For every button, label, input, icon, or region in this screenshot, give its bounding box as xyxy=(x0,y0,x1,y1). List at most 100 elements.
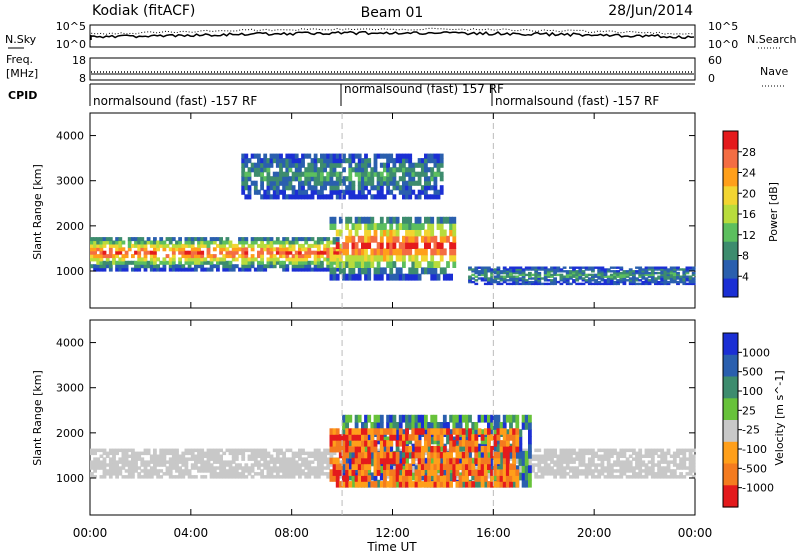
data-cell xyxy=(364,242,368,249)
data-cell xyxy=(187,475,192,479)
data-cell xyxy=(483,273,488,277)
data-cell xyxy=(528,472,532,481)
data-cell xyxy=(225,472,230,476)
colorbar-tick-label: 4 xyxy=(742,270,749,283)
data-cell xyxy=(162,460,167,464)
data-cell xyxy=(597,282,602,286)
data-cell xyxy=(294,267,299,272)
data-cell xyxy=(231,457,236,461)
data-cell xyxy=(424,229,428,237)
data-cell xyxy=(446,481,450,488)
data-cell xyxy=(411,466,416,470)
data-cell xyxy=(417,422,422,430)
data-cell xyxy=(644,268,649,271)
data-cell xyxy=(543,457,548,461)
data-cell xyxy=(285,171,290,177)
data-cell xyxy=(439,171,444,177)
data-cell xyxy=(146,469,151,473)
data-cell xyxy=(562,469,567,473)
data-cell xyxy=(509,434,513,441)
data-cell xyxy=(594,475,598,479)
data-cell xyxy=(298,194,302,200)
colorbar-tick-label: 28 xyxy=(742,146,756,159)
data-cell xyxy=(499,458,504,466)
data-cell xyxy=(386,481,390,488)
data-cell xyxy=(316,457,321,461)
data-cell xyxy=(562,275,567,278)
data-cell xyxy=(594,266,598,269)
data-cell xyxy=(146,250,151,255)
data-cell xyxy=(335,257,340,262)
data-cell xyxy=(594,279,598,282)
data-cell xyxy=(357,158,362,164)
data-cell xyxy=(165,448,170,453)
data-cell xyxy=(250,457,255,461)
data-cell xyxy=(118,257,123,262)
colorbar-swatch xyxy=(723,260,738,279)
data-cell xyxy=(203,463,208,467)
data-cell xyxy=(298,167,302,173)
data-cell xyxy=(250,260,255,265)
data-cell xyxy=(471,434,476,441)
data-cell xyxy=(370,428,375,435)
data-cell xyxy=(364,475,368,482)
data-cell xyxy=(433,463,438,470)
data-cell xyxy=(424,171,428,177)
data-cell xyxy=(364,443,368,452)
data-cell xyxy=(326,176,331,182)
data-cell xyxy=(96,254,101,259)
data-cell xyxy=(505,279,510,282)
data-cell xyxy=(591,268,595,271)
data-cell xyxy=(323,167,327,173)
data-cell xyxy=(329,248,334,256)
data-cell xyxy=(379,194,384,200)
data-cell xyxy=(477,270,482,273)
data-cell xyxy=(455,451,460,459)
data-cell xyxy=(436,158,441,164)
data-cell xyxy=(212,469,217,473)
data-cell xyxy=(250,243,255,248)
data-cell xyxy=(650,460,655,464)
data-cell xyxy=(320,240,324,245)
data-cell xyxy=(660,268,665,271)
data-cell xyxy=(357,267,362,275)
data-cell xyxy=(622,273,627,277)
data-cell xyxy=(105,237,110,242)
data-cell xyxy=(171,264,176,269)
data-cell xyxy=(105,260,110,265)
data-cell xyxy=(316,250,321,255)
data-cell xyxy=(272,185,277,191)
data-cell xyxy=(408,475,413,482)
data-cell xyxy=(108,250,113,255)
data-cell xyxy=(307,460,312,464)
data-cell xyxy=(272,469,277,473)
data-cell xyxy=(483,479,488,488)
data-cell xyxy=(294,189,299,195)
data-cell xyxy=(137,451,142,456)
data-cell xyxy=(543,279,548,282)
data-cell xyxy=(206,463,211,467)
data-cell xyxy=(509,481,513,488)
data-cell xyxy=(209,472,214,476)
data-cell xyxy=(402,414,406,423)
data-cell xyxy=(414,422,419,430)
data-cell xyxy=(534,279,539,282)
data-cell xyxy=(187,260,192,265)
data-cell xyxy=(361,469,365,476)
data-cell xyxy=(594,469,598,473)
data-cell xyxy=(168,466,173,470)
data-cell xyxy=(688,275,693,278)
data-cell xyxy=(275,257,280,262)
data-cell xyxy=(298,185,302,191)
data-cell xyxy=(644,282,649,286)
data-cell xyxy=(96,448,101,453)
data-cell xyxy=(682,454,687,458)
data-cell xyxy=(335,171,340,177)
data-cell xyxy=(420,171,425,177)
data-cell xyxy=(348,445,353,453)
data-cell xyxy=(430,216,435,224)
data-cell xyxy=(241,264,246,269)
data-cell xyxy=(402,185,406,191)
data-cell xyxy=(342,414,346,423)
data-cell xyxy=(307,264,312,269)
